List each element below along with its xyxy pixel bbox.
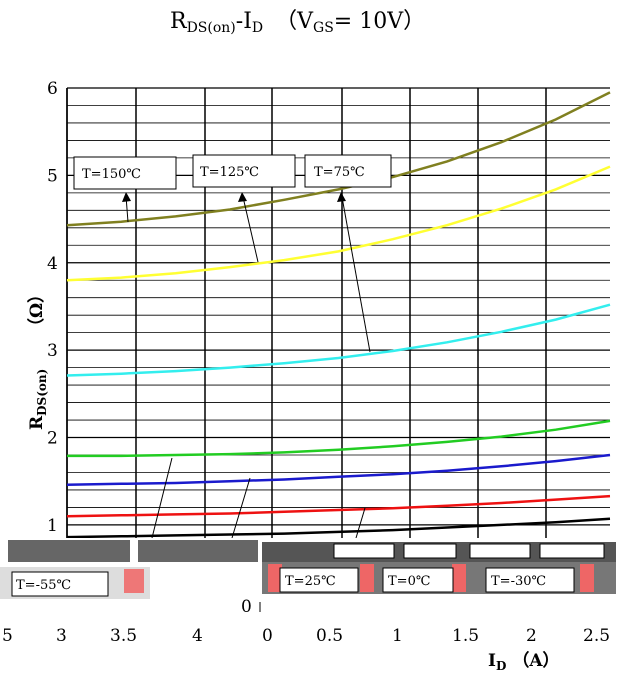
x-tick-label-left: 4	[192, 626, 203, 646]
x-tick-label: 2	[526, 626, 537, 646]
x-tick-label-left: 3.5	[110, 626, 137, 646]
y-axis-unit: （Ω）	[26, 286, 47, 335]
series-line-1	[66, 165, 611, 282]
y-tick-labels: 1 2 3 4 5 6	[47, 79, 58, 536]
y-tick-label: 5	[47, 166, 58, 186]
svg-text:T=0℃: T=0℃	[388, 574, 430, 589]
pointer-green	[151, 457, 173, 539]
series-line-4	[66, 453, 611, 486]
svg-text:T=-55℃: T=-55℃	[16, 578, 71, 593]
svg-text:T=-30℃: T=-30℃	[491, 574, 546, 589]
svg-text:T=25℃: T=25℃	[285, 574, 336, 589]
x-tick-label: 2.5	[583, 626, 610, 646]
label-t150: T=150℃	[82, 167, 141, 182]
x-tick-labels: 0 0.5 1 1.5 2 2.5 5 3 3.5 4	[2, 626, 610, 646]
label-t125: T=125℃	[200, 165, 259, 180]
y-tick-label: 6	[47, 79, 58, 99]
x-tick-label: 0.5	[316, 626, 343, 646]
y-tick-label: 2	[47, 429, 58, 449]
series-line-2	[66, 303, 611, 377]
pointer-blue	[231, 477, 251, 539]
annotation-150: T=150℃	[73, 156, 177, 223]
annotation-75: T=75℃	[304, 154, 392, 353]
series-line-3	[67, 419, 611, 458]
x-tick-label: 1.5	[452, 626, 479, 646]
x-tick-label-left: 3	[56, 626, 67, 646]
x-tick-label-left: 5	[2, 626, 13, 646]
label-box-25: T=25℃	[279, 567, 359, 593]
x-axis-label: ID （A）	[488, 650, 560, 673]
label-box-0: T=0℃	[382, 567, 454, 593]
x-tick-label: 0	[262, 626, 273, 646]
y-tick-label: 1	[47, 516, 58, 536]
series-line-6	[66, 517, 611, 539]
bottom-zero-label: 0	[241, 597, 252, 617]
series-line-5	[66, 494, 611, 518]
annotation-125: T=125℃	[192, 154, 296, 263]
y-tick-label: 4	[47, 254, 58, 274]
pointer-red	[355, 507, 366, 539]
x-tick-label: 1	[392, 626, 403, 646]
label-box-m55: T=-55℃	[11, 571, 109, 597]
series-line-0	[66, 91, 611, 227]
label-t75: T=75℃	[314, 165, 365, 180]
label-box-m30: T=-30℃	[485, 567, 575, 593]
plot-grid	[66, 87, 610, 538]
y-tick-label: 3	[47, 341, 58, 361]
y-axis-label: RDS(on)	[27, 369, 49, 430]
chart-title: RDS(on)-ID （VGS= 10V）	[170, 9, 425, 36]
